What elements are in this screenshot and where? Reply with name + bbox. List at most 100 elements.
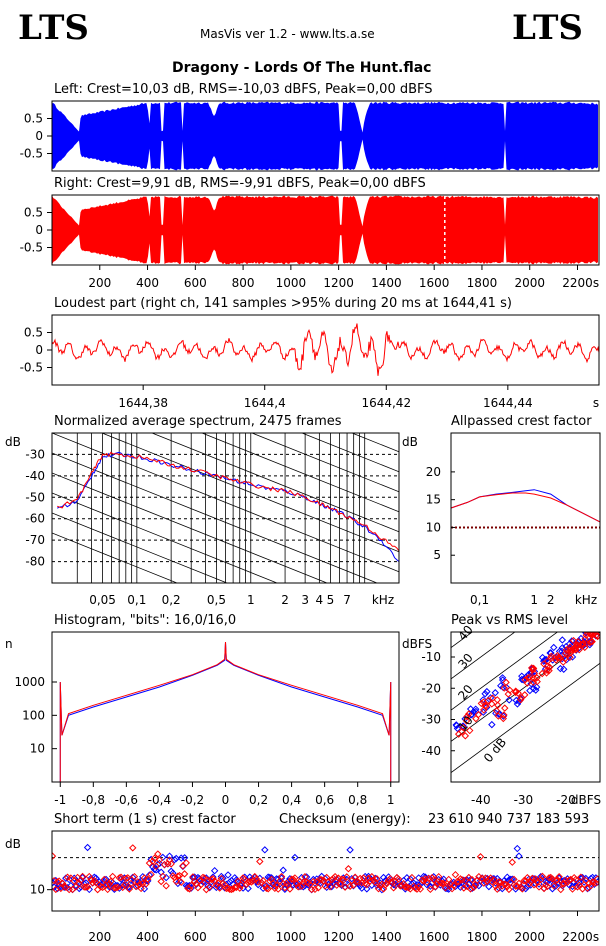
crest-point [152, 866, 160, 874]
crest-point [359, 874, 368, 882]
crest-point [463, 882, 471, 891]
crest-point [460, 876, 468, 884]
crest-plot-area [52, 843, 599, 894]
peak-rms-point-right [589, 632, 597, 639]
crest-point [508, 858, 516, 866]
waveform-xtick-label: 1000 [276, 276, 307, 290]
histogram-ytick-label: 10 [30, 742, 45, 756]
spectrum-xtick-label: 0,5 [207, 593, 226, 607]
crest-xtick-label: 2200 [562, 930, 593, 944]
spectrum-xtick-label: 0,05 [89, 593, 116, 607]
histogram-xtick-label: 0,8 [348, 793, 367, 807]
crest-point [419, 872, 428, 881]
peak-rms-point-right [500, 684, 508, 692]
spectrum-title: Normalized average spectrum, 2475 frames [54, 414, 342, 429]
crest-point [346, 882, 354, 890]
crest-point [500, 880, 508, 888]
crest-xtick-label: 600 [184, 930, 207, 944]
spectrum-frame [51, 432, 400, 584]
crest-point [470, 883, 478, 892]
crest-point [82, 883, 90, 891]
crest-point [154, 850, 162, 858]
crest-point [120, 874, 129, 882]
crest-point [247, 878, 256, 886]
peak-rms-xtick-label: -20 [556, 793, 576, 807]
crest-point [264, 885, 272, 893]
crest-point [167, 860, 175, 868]
peak-rms-point-right [524, 674, 532, 682]
peak-rms-diagonal-label: 30 [455, 651, 476, 672]
histogram-ylabel: n [5, 637, 13, 651]
spectrum-ytick-label: -40 [25, 469, 45, 483]
crest-point [480, 879, 488, 887]
crest-point [277, 872, 286, 881]
waveform-xtick-label: 200 [88, 276, 111, 290]
allpass-ylabel: dB [402, 435, 418, 449]
histogram-frame [51, 631, 400, 783]
peak-rms-point-left [532, 683, 541, 691]
crest-point [140, 885, 149, 893]
allpass-ytick-label: 10 [426, 520, 441, 534]
crest-point [488, 878, 496, 886]
crest-point [314, 884, 323, 892]
crest-point [413, 885, 421, 893]
crest-point [568, 885, 577, 893]
crest-point [344, 865, 353, 873]
allpass-ytick-label: 5 [433, 548, 441, 562]
spectrum-slope-line [52, 253, 399, 392]
spectrum-slope-line [300, 433, 399, 473]
peak-rms-diagonal [451, 662, 600, 774]
crest-point [291, 853, 299, 862]
crest-point [307, 885, 316, 894]
peak-rms-point-left [513, 700, 522, 708]
crest-xtick-label: 1200 [323, 930, 354, 944]
loudest-part-title: Loudest part (right ch, 141 samples >95%… [54, 296, 512, 311]
crest-point [65, 885, 73, 894]
crest-point [577, 873, 585, 881]
crest-point [451, 870, 460, 879]
peak-rms-ytick-label: -10 [421, 650, 441, 664]
crest-point [53, 878, 62, 886]
peak-rms-point-left [452, 721, 460, 729]
crest-point [593, 875, 599, 883]
crest-point [585, 883, 593, 892]
spectrum-xtick-label: 1 [247, 593, 255, 607]
left-waveform-ytick-label: -0.5 [20, 147, 43, 161]
peak-rms-point-right [526, 673, 534, 681]
spectrum-series-left [56, 451, 399, 562]
crest-point [110, 884, 119, 892]
crest-point [246, 877, 254, 886]
crest-point [364, 874, 373, 883]
spectrum-plot-area [52, 253, 399, 583]
crest-point [481, 874, 490, 882]
crest-point [261, 846, 269, 854]
crest-point [411, 884, 420, 892]
peak-rms-ytick-label: -40 [421, 744, 441, 758]
peak-rms-point-left [491, 689, 499, 697]
spectrum-slope-line [200, 433, 399, 513]
logo-left: LTS [18, 8, 89, 48]
crest-point [70, 877, 78, 885]
histogram-xtick-label: 0 [222, 793, 230, 807]
allpass-series-right [450, 492, 601, 523]
allpass-xtick-label: 1 [530, 593, 538, 607]
crest-point [324, 878, 333, 886]
crest-point [495, 878, 503, 886]
crest-point [326, 883, 334, 891]
crest-point [120, 881, 129, 889]
peak-rms-point-right [547, 654, 555, 663]
crest-point [299, 878, 307, 887]
loudest-xtick-label: 1644,4 [244, 396, 286, 410]
peak-rms-point-right [538, 669, 546, 678]
waveform-xtick-label: 400 [136, 276, 159, 290]
waveform-xtick-label: 600 [184, 276, 207, 290]
crest-ylabel: dB [5, 837, 21, 851]
crest-xtick-label: 1600 [419, 930, 450, 944]
peak-rms-point-right [543, 662, 552, 670]
histogram-xtick-label: -1 [54, 793, 66, 807]
crest-point [550, 882, 558, 890]
spectrum-xunit-label: kHz [372, 593, 394, 607]
peak-rms-point-left [498, 674, 507, 682]
crest-point [276, 880, 284, 888]
waveform-xtick-label: 1400 [371, 276, 402, 290]
